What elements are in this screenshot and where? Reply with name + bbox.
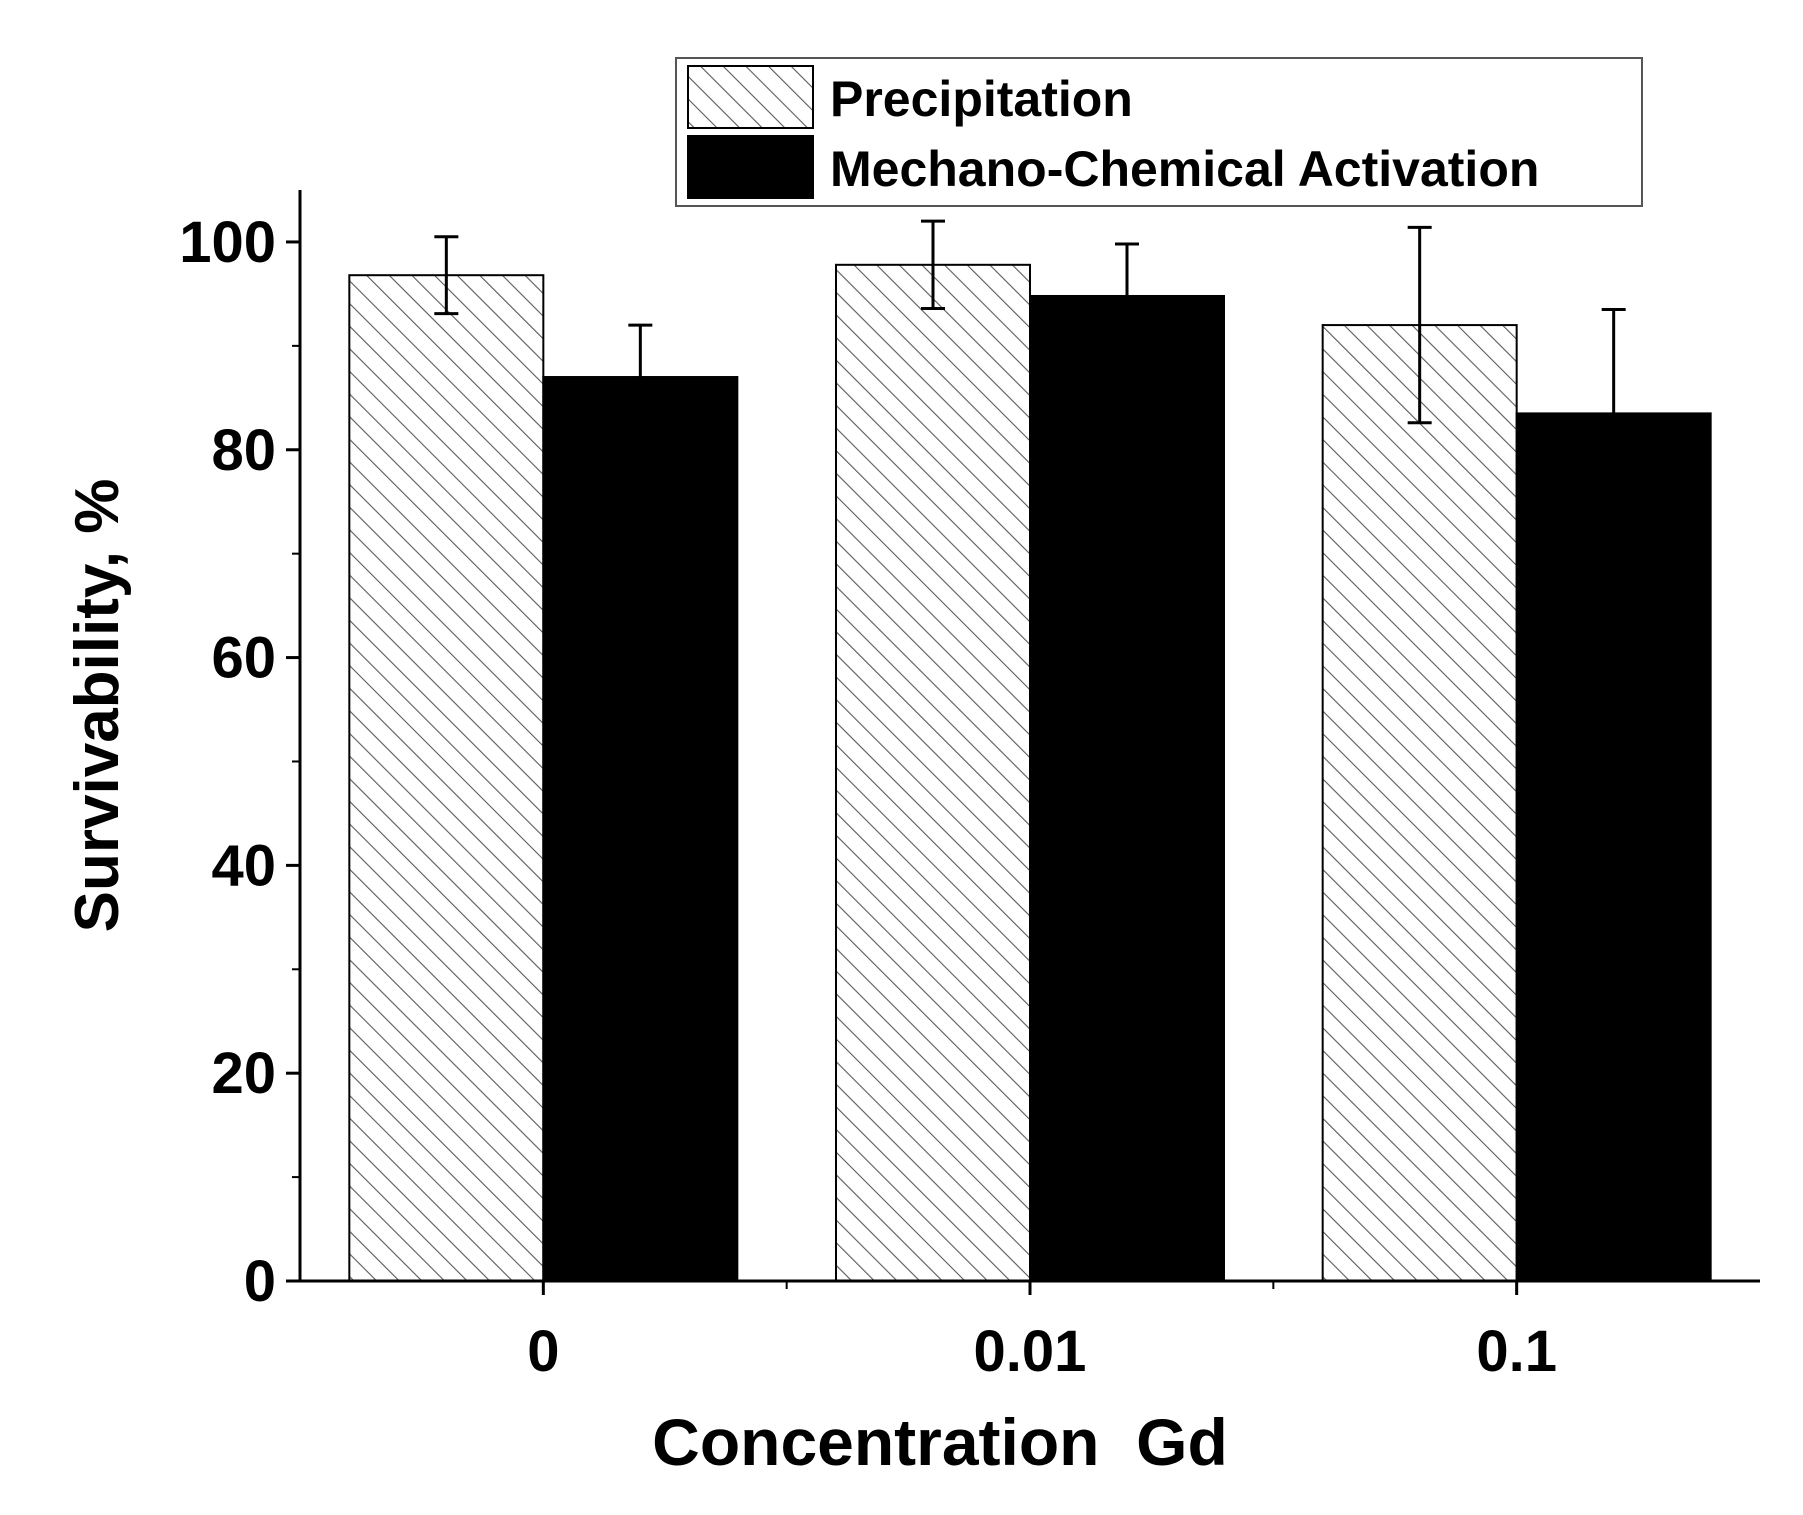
axes-layer: 0 20 40 60 80 100 0 0.01 0.1 Concentration Gd Surv… [63,190,1760,1479]
y-tick-label-100: 100 [179,210,276,275]
x-tick-label-0: 0 [527,1319,559,1384]
legend-swatch-0 [687,65,814,129]
y-tick-label-60: 60 [211,626,276,691]
y-tick-label-80: 80 [211,418,276,483]
x-tick-label-1: 0.01 [974,1319,1087,1384]
bars-layer [348,263,1712,1283]
bar-precipitation-1 [835,263,1031,1283]
y-tick-label-0: 0 [244,1249,276,1314]
error-bars-layer [434,219,1626,425]
error-bar-mechano-chemical-1 [1115,242,1139,296]
error-bar-precipitation-1 [921,219,945,310]
legend-label-0: Precipitation [830,71,1133,127]
bar-mechano-chemical-1 [1029,294,1225,1282]
bar-mechano-chemical-2 [1515,412,1712,1282]
bar-precipitation-2 [1321,324,1518,1283]
legend-box [675,57,1643,207]
x-tick-label-2: 0.1 [1476,1319,1557,1384]
y-tick-label-40: 40 [211,833,276,898]
legend-swatch-1 [687,135,814,199]
y-axis-label: Survivability, % [63,479,132,933]
error-bar-mechano-chemical-0 [628,323,653,378]
error-bar-precipitation-0 [434,235,459,316]
error-bar-precipitation-2 [1407,225,1432,425]
legend-label-1: Mechano-Chemical Activation [830,141,1539,197]
y-tick-label-20: 20 [211,1041,276,1106]
legend: Precipitation Mechano-Chemical Activation [675,57,1643,207]
bar-precipitation-0 [348,274,545,1282]
bar-mechano-chemical-0 [542,376,739,1282]
error-bar-mechano-chemical-2 [1601,307,1626,414]
x-axis-label: Concentration Gd [652,1405,1228,1479]
